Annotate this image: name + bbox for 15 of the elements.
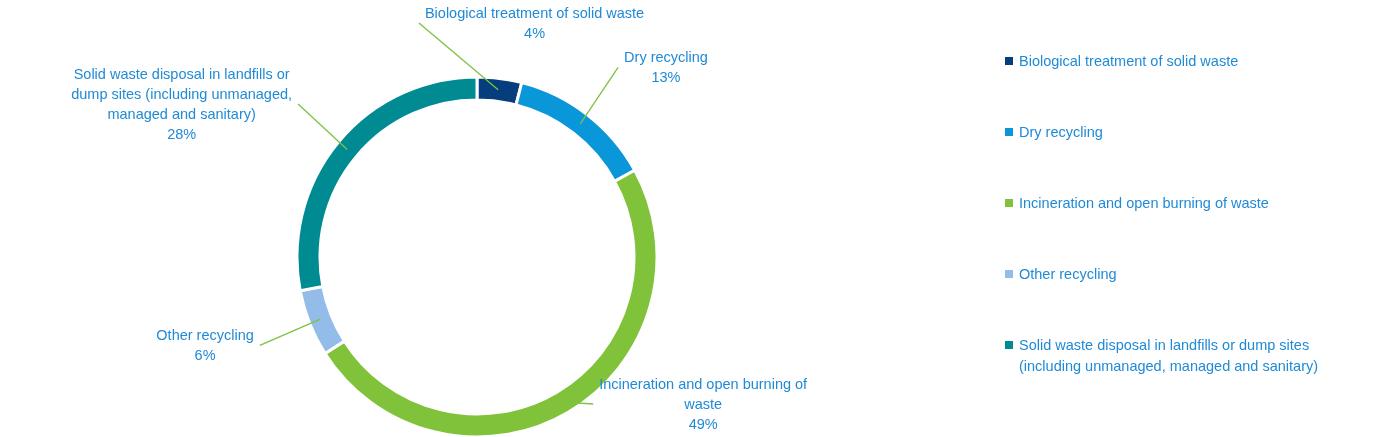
data-label: 13%	[651, 69, 681, 86]
data-label: 49%	[688, 416, 718, 432]
slice-label: Incineration and open burning of waste	[599, 376, 809, 412]
slice-label: Dry recycling	[624, 49, 708, 66]
data-label: 28%	[167, 126, 197, 143]
data-label: 6%	[194, 347, 216, 364]
legend-label: Solid waste disposal in landfills or dump sites (including unmanaged, managed and sanitary)	[1019, 337, 1319, 374]
legend-label: Biological treatment of solid waste	[1019, 53, 1239, 69]
slice-label: Other recycling	[156, 327, 254, 344]
slice-label: Biological treatment of solid waste	[424, 5, 645, 21]
data-label: 4%	[524, 25, 546, 41]
legend-label: Other recycling	[1019, 266, 1117, 282]
slice-label: Solid waste disposal in landfills or dump sites (including unmanaged, managed and sanitary)	[71, 66, 293, 123]
legend-label: Incineration and open burning of waste	[1019, 195, 1269, 211]
legend-label: Dry recycling	[1019, 124, 1103, 140]
